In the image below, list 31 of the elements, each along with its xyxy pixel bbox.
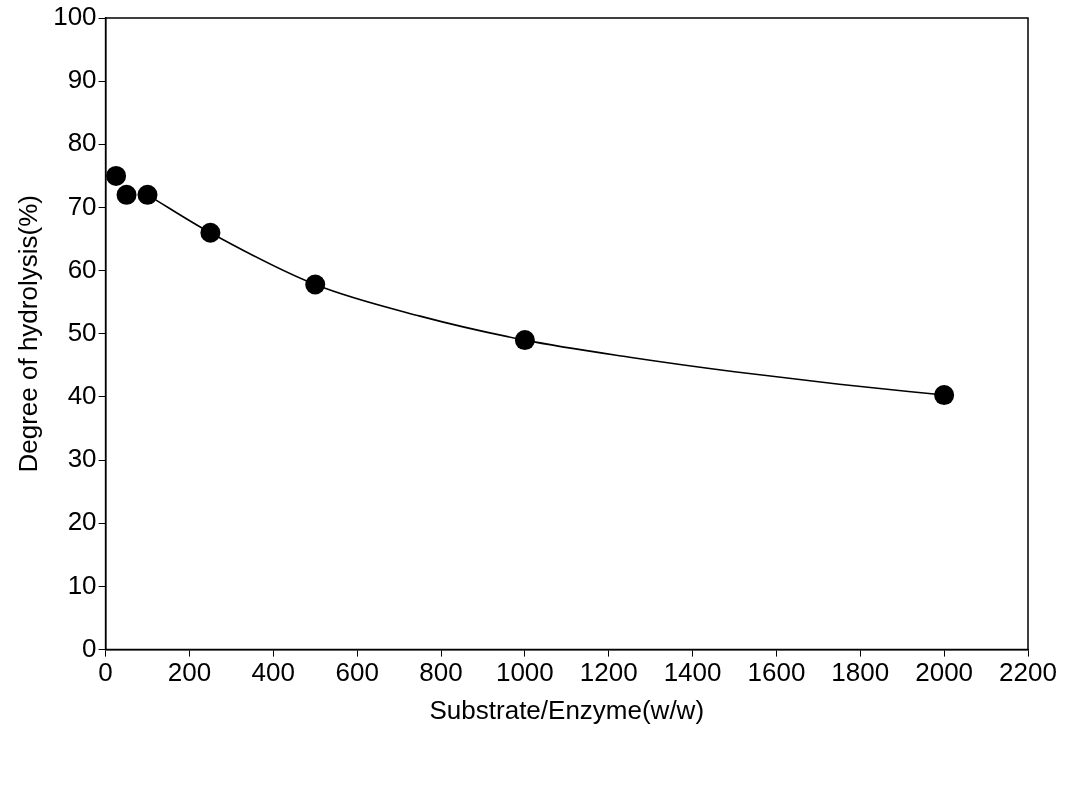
- x-tick-label: 800: [419, 657, 463, 688]
- x-tick-label: 200: [167, 657, 212, 688]
- x-tick-label: 1000: [495, 657, 554, 688]
- point: [934, 385, 955, 406]
- x-tick-label: 1200: [579, 657, 638, 688]
- y-tick-label: 90: [67, 64, 97, 95]
- x-tick-label: 400: [251, 657, 295, 688]
- y-tick-label: 80: [67, 127, 97, 158]
- y-tick-label: 10: [67, 569, 97, 600]
- point: [514, 330, 535, 351]
- point: [305, 274, 326, 295]
- x-tick-label: 1400: [663, 657, 722, 688]
- x-tick-label: 600: [335, 657, 379, 688]
- y-tick-label: 30: [67, 443, 97, 474]
- point: [116, 184, 137, 205]
- y-tick-label: 0: [82, 632, 97, 663]
- y-tick-label: 40: [67, 380, 97, 411]
- x-tick-label: 1800: [831, 657, 890, 688]
- y-tick-label: 100: [53, 1, 97, 32]
- point: [200, 222, 221, 243]
- x-tick-label: 2000: [915, 657, 974, 688]
- y-tick-label: 50: [67, 316, 97, 347]
- x-tick-label: 2200: [999, 657, 1057, 688]
- point: [106, 165, 127, 186]
- y-tick-label: 60: [67, 253, 97, 284]
- y-axis-title: Degree of hydrolysis(%): [12, 195, 43, 473]
- x-axis-title: Substrate/Enzyme(w/w): [429, 694, 705, 725]
- point: [137, 184, 158, 205]
- y-tick-label: 20: [67, 506, 97, 537]
- y-tick-label: 70: [67, 190, 97, 221]
- x-tick-label: 1600: [747, 657, 806, 688]
